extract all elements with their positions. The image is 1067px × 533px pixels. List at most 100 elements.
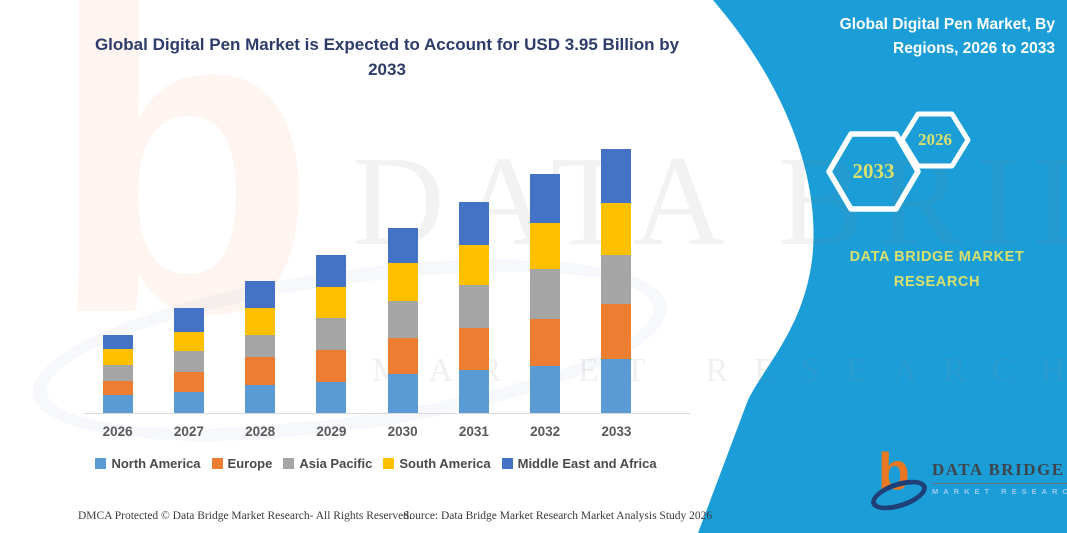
legend-swatch-icon <box>501 458 513 469</box>
bar-segment <box>316 254 347 288</box>
bar-segment <box>601 304 632 359</box>
hexagon-2033: 2033 <box>826 130 921 213</box>
stacked-bar-2029 <box>316 254 347 413</box>
legend-item: Europe <box>211 456 273 471</box>
bar-segment <box>601 149 632 203</box>
bar-slot-2026 <box>82 133 153 413</box>
logo-brand-text: DATA BRIDGE <box>932 460 1067 484</box>
bar-segment <box>530 366 561 413</box>
bar-segment <box>458 370 489 413</box>
legend-item: North America <box>95 456 201 471</box>
bar-segment <box>530 319 561 367</box>
bar-slot-2027 <box>153 133 224 413</box>
x-tick-label: 2026 <box>102 424 133 439</box>
legend-swatch-icon <box>383 458 395 469</box>
bar-segment <box>530 269 561 320</box>
legend-label: North America <box>111 456 201 471</box>
bar-segment <box>387 228 418 264</box>
bar-segment <box>173 371 204 393</box>
stacked-bar-2032 <box>530 174 561 413</box>
chart-legend: North America Europe Asia Pacific South Ame… <box>60 456 692 471</box>
hexagon-outline-icon <box>899 111 971 169</box>
logo-wordmark: DATA BRIDGE MARKET RESEARCH <box>932 452 1067 496</box>
x-tick-label: 2033 <box>601 424 632 439</box>
bar-segment <box>102 381 133 395</box>
panel-title: Global Digital Pen Market, By Regions, 2… <box>839 16 1055 58</box>
x-tick-label: 2031 <box>458 424 489 439</box>
bar-segment <box>102 365 133 381</box>
x-axis-line <box>84 413 690 414</box>
legend-label: Europe <box>227 456 273 471</box>
stacked-bar-2027 <box>173 308 204 413</box>
bar-segment <box>316 382 347 413</box>
bar-segment <box>316 317 347 351</box>
legend-swatch-icon <box>283 458 295 469</box>
bar-segment <box>245 308 276 335</box>
bar-segment <box>601 255 632 305</box>
x-tick-label: 2029 <box>316 424 347 439</box>
legend-swatch-icon <box>95 458 107 469</box>
bar-segment <box>458 202 489 245</box>
bar-segment <box>173 392 204 413</box>
bar-segment <box>387 301 418 339</box>
hexagon-2033-label: 2033 <box>852 159 895 183</box>
bar-segment <box>530 222 561 270</box>
x-axis-labels: 2026 2027 2028 2029 2030 2031 2032 2033 <box>82 424 652 439</box>
bar-segment <box>173 308 204 333</box>
stacked-bar-2028 <box>245 281 276 413</box>
stacked-bar-2031 <box>458 202 489 413</box>
dbmr-logo: b DATA BRIDGE MARKET RESEARCH <box>867 443 1067 517</box>
legend-label: Middle East and Africa <box>517 456 657 471</box>
bar-segment <box>458 285 489 329</box>
legend-item: Middle East and Africa <box>501 456 657 471</box>
logo-sub-text: MARKET RESEARCH <box>932 487 1067 496</box>
footer-source-text: Source: Data Bridge Market Research Mark… <box>403 510 713 522</box>
bar-segment <box>316 350 347 383</box>
bar-segment <box>245 334 276 357</box>
bar-slot-2031 <box>438 133 509 413</box>
bar-segment <box>102 335 133 349</box>
bar-segment <box>387 374 418 413</box>
bar-segment <box>601 202 632 256</box>
x-tick-label: 2028 <box>245 424 276 439</box>
bar-slot-2028 <box>225 133 296 413</box>
bar-segment <box>102 349 133 365</box>
footer-dmca-text: DMCA Protected © Data Bridge Market Rese… <box>78 510 412 522</box>
bar-slot-2030 <box>367 133 438 413</box>
legend-swatch-icon <box>211 458 223 469</box>
legend-label: Asia Pacific <box>299 456 373 471</box>
hexagon-2026: 2026 <box>899 110 971 170</box>
bar-segment <box>173 350 204 372</box>
bar-segment <box>458 244 489 286</box>
bar-slot-2033 <box>581 133 652 413</box>
x-tick-label: 2027 <box>173 424 204 439</box>
bar-segment <box>102 395 133 413</box>
bar-segment <box>458 328 489 371</box>
stacked-bar-2033 <box>601 149 632 413</box>
legend-item: Asia Pacific <box>283 456 372 471</box>
legend-item: South America <box>383 456 491 471</box>
bar-segment <box>245 384 276 413</box>
dbmr-b-icon: b <box>867 443 931 517</box>
chart-title: Global Digital Pen Market is Expected to… <box>94 35 680 79</box>
x-tick-label: 2032 <box>530 424 561 439</box>
bar-segment <box>173 332 204 351</box>
stacked-bar-2026 <box>102 335 133 413</box>
legend-label: South America <box>399 456 491 471</box>
bar-segment <box>316 287 347 318</box>
stacked-bar-2030 <box>387 228 418 413</box>
bar-segment <box>601 358 632 413</box>
hexagon-2026-label: 2026 <box>918 130 952 149</box>
hexagon-outline-icon <box>826 131 921 212</box>
x-tick-label: 2030 <box>387 424 418 439</box>
bar-slot-2029 <box>296 133 367 413</box>
bar-slot-2032 <box>510 133 581 413</box>
bar-segment <box>245 356 276 385</box>
bar-segment <box>387 263 418 302</box>
bar-segment <box>245 281 276 309</box>
bar-segment <box>530 174 561 223</box>
stacked-bar-plot <box>82 133 652 413</box>
panel-brand-name: DATA BRIDGE MARKET RESEARCH <box>849 249 1025 291</box>
